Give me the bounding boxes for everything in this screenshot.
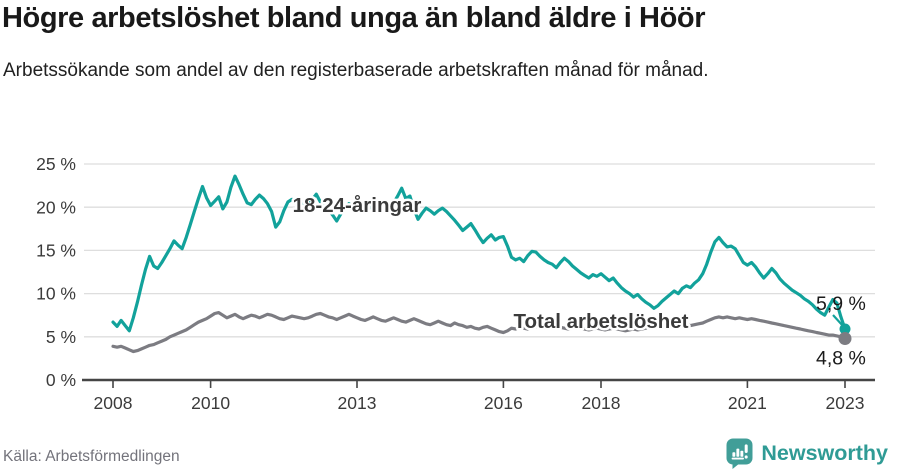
y-axis-tick-label: 25 %	[36, 154, 76, 174]
y-axis-tick-label: 20 %	[36, 197, 76, 217]
source-note: Källa: Arbetsförmedlingen	[3, 448, 180, 465]
end-value-label-18-24-ringar: 5,9 %	[816, 293, 866, 315]
end-label-connector	[832, 314, 844, 327]
series-line-18-24-ringar	[111, 174, 847, 333]
logo-bubble	[726, 438, 753, 465]
line-chart: 0 % 5 % 10 % 15 % 20 % 25 % 2008 2010 2013 2016 20…	[36, 154, 875, 413]
logo-bubble-tail	[732, 463, 741, 469]
chart-title: Högre arbetslöshet bland unga än bland ä…	[2, 2, 706, 34]
x-axis-tick-label: 2018	[582, 393, 621, 413]
y-axis-tick-label: 5 %	[46, 327, 76, 347]
series-end-dot-total-arbetsl-shet	[838, 332, 852, 346]
x-axis-tick-label: 2013	[338, 393, 377, 413]
newsworthy-bar-chart-icon	[726, 438, 753, 469]
series-label-18-24-ringar: 18-24-åringar	[293, 194, 422, 217]
end-value-label-total-arbetsl-shet: 4,8 %	[816, 348, 866, 370]
y-axis-tick-label: 10 %	[36, 284, 76, 304]
x-axis-tick-label: 2008	[94, 393, 133, 413]
newsworthy-logo-text: Newsworthy	[761, 441, 888, 465]
series-line-total-arbetsl-shet	[111, 311, 847, 354]
x-axis-tick-label: 2010	[191, 393, 230, 413]
x-axis-tick-label: 2023	[826, 393, 865, 413]
y-axis-tick-label: 0 %	[46, 370, 76, 390]
x-axis-tick-label: 2016	[484, 393, 523, 413]
series-label-total-arbetsl-shet: Total arbetslöshet	[513, 310, 688, 333]
newsworthy-logo[interactable]: Newsworthy	[726, 438, 888, 469]
y-axis-tick-label: 15 %	[36, 241, 76, 261]
chart-subtitle: Arbetssökande som andel av den registerb…	[3, 60, 709, 81]
x-axis-tick-label: 2021	[728, 393, 767, 413]
